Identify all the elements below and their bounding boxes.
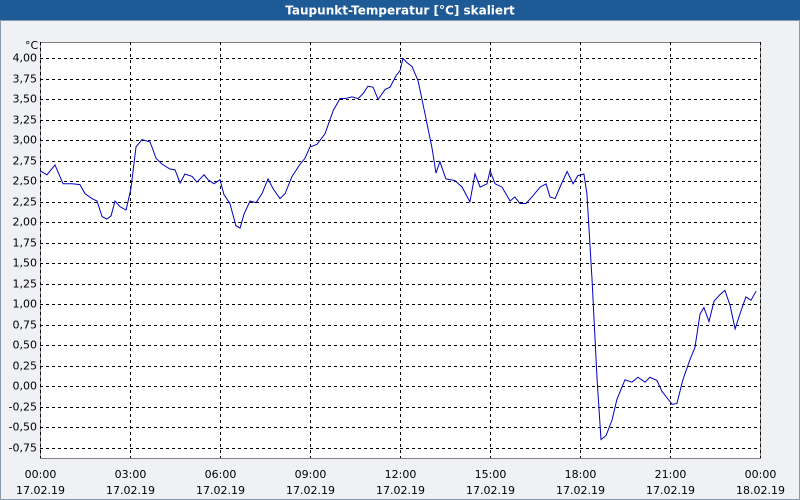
x-tick-date: 18.02.19: [736, 484, 785, 497]
x-tick-label: 09:00: [295, 468, 327, 481]
y-tick-label: 0,25: [13, 360, 38, 373]
y-tick-label: -0,50: [9, 421, 37, 434]
y-tick-label: 2,75: [13, 155, 38, 168]
y-tick-label: 4,00: [13, 52, 38, 65]
x-tick-label: 06:00: [205, 468, 237, 481]
x-tick-date: 17.02.19: [466, 484, 515, 497]
plot-area: [40, 42, 761, 459]
y-tick-label: 1,00: [13, 298, 38, 311]
y-tick-label: 1,25: [13, 278, 38, 291]
x-tick-date: 17.02.19: [286, 484, 335, 497]
y-tick-label: 0,75: [13, 319, 38, 332]
y-tick-label: 3,25: [13, 114, 38, 127]
y-tick-label: 2,25: [13, 196, 38, 209]
x-tick-label: 21:00: [655, 468, 687, 481]
title-bar: [0, 0, 800, 20]
x-tick-date: 17.02.19: [196, 484, 245, 497]
x-tick-label: 12:00: [385, 468, 417, 481]
x-tick-label: 03:00: [115, 468, 147, 481]
x-tick-date: 17.02.19: [646, 484, 695, 497]
y-tick-label: 1,50: [13, 257, 38, 270]
y-tick-label: 3,00: [13, 134, 38, 147]
x-tick-date: 17.02.19: [556, 484, 605, 497]
data-line: [39, 57, 757, 441]
x-tick-label: 18:00: [565, 468, 597, 481]
y-tick-label: -0,25: [9, 401, 37, 414]
y-tick-label: 3,75: [13, 73, 38, 86]
y-tick-label: 1,75: [13, 237, 38, 250]
y-tick-label: -0,75: [9, 442, 37, 455]
chart-title: Taupunkt-Temperatur [°C] skaliert: [285, 4, 515, 18]
x-tick-date: 17.02.19: [106, 484, 155, 497]
x-tick-label: 00:00: [25, 468, 57, 481]
y-tick-label: 3,50: [13, 93, 38, 106]
x-tick-label: 00:00: [745, 468, 777, 481]
x-tick-date: 17.02.19: [376, 484, 425, 497]
y-tick-label: 0,50: [13, 339, 38, 352]
y-unit: °C: [25, 39, 39, 52]
x-tick-label: 15:00: [475, 468, 507, 481]
y-tick-label: 0,00: [13, 380, 38, 393]
x-tick-date: 17.02.19: [16, 484, 65, 497]
y-tick-label: 2,50: [13, 175, 38, 188]
y-tick-label: 2,00: [13, 216, 38, 229]
